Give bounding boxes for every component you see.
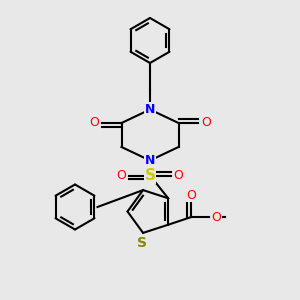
Text: O: O <box>201 116 211 130</box>
Text: O: O <box>117 169 126 182</box>
Text: O: O <box>212 211 222 224</box>
Text: N: N <box>145 154 155 167</box>
Text: O: O <box>186 189 196 202</box>
Text: S: S <box>145 168 155 183</box>
Text: N: N <box>145 103 155 116</box>
Text: O: O <box>174 169 183 182</box>
Text: O: O <box>89 116 99 130</box>
Text: S: S <box>136 236 146 250</box>
